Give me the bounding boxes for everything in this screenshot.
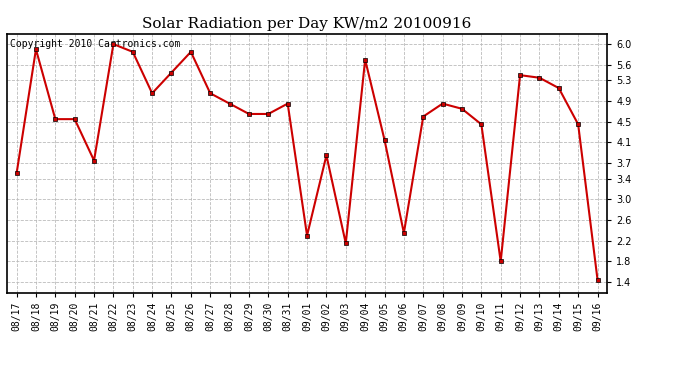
Text: Copyright 2010 Cartronics.com: Copyright 2010 Cartronics.com (10, 39, 180, 49)
Title: Solar Radiation per Day KW/m2 20100916: Solar Radiation per Day KW/m2 20100916 (142, 17, 472, 31)
